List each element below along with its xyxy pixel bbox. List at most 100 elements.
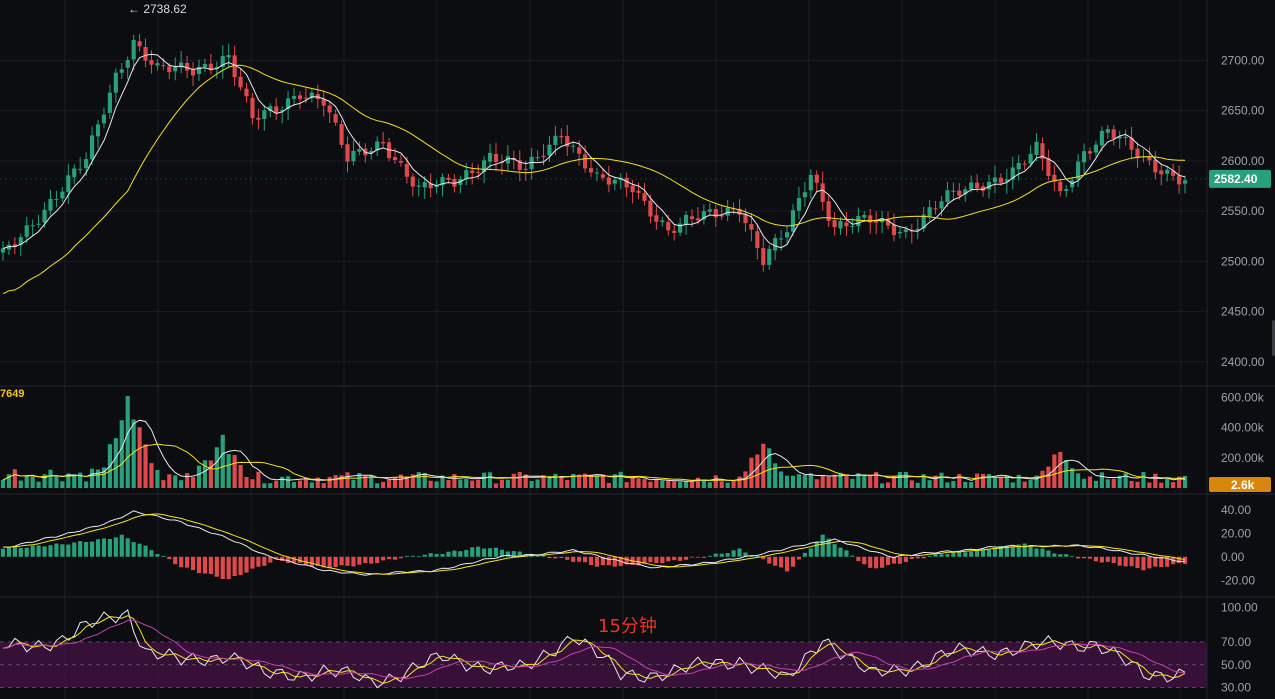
- candle-body: [773, 238, 778, 251]
- macd_axis_ticks-label: 40.00: [1221, 503, 1251, 517]
- candle-body: [66, 175, 71, 193]
- macd-histogram-bar: [1052, 553, 1057, 557]
- candle-body: [648, 200, 653, 217]
- candle-body: [505, 156, 510, 164]
- candle-body: [1177, 175, 1182, 185]
- macd-histogram-bar: [1147, 556, 1152, 569]
- macd-histogram-bar: [1087, 556, 1093, 559]
- candle-body: [268, 106, 273, 112]
- volume-bar: [339, 475, 344, 488]
- macd-histogram-bar: [588, 556, 594, 565]
- volume-bar: [933, 475, 938, 488]
- volume-bar: [268, 483, 273, 488]
- candle-body: [713, 209, 718, 218]
- rsi-line: [2, 609, 1186, 689]
- macd-histogram-bar: [66, 544, 71, 557]
- candle-body: [523, 168, 528, 170]
- candle-body: [642, 193, 647, 201]
- macd-histogram-bar: [452, 550, 457, 557]
- macd-histogram-bar: [1064, 554, 1069, 557]
- macd-histogram-bar: [30, 545, 35, 557]
- ma-fast-line: [2, 53, 1186, 249]
- candle-body: [998, 177, 1003, 183]
- timeframe-label: 15分钟: [598, 616, 657, 637]
- volume-bar: [921, 474, 926, 488]
- macd-histogram-bar: [131, 542, 136, 557]
- candle-body: [487, 152, 493, 162]
- candle-body: [262, 110, 267, 120]
- volume-bar: [1081, 478, 1087, 488]
- candle-body: [1123, 136, 1128, 138]
- candle-body: [119, 69, 124, 73]
- macd-histogram-bar: [654, 556, 659, 564]
- candle-body: [404, 164, 409, 177]
- macd-histogram-bar: [511, 551, 516, 557]
- volume-bar: [850, 478, 855, 488]
- macd-histogram-bar: [832, 544, 837, 557]
- volume-bar: [535, 479, 540, 488]
- candle-body: [48, 198, 53, 211]
- candle-body: [897, 232, 902, 234]
- volume-bar: [404, 476, 409, 488]
- macd-histogram-bar: [333, 556, 338, 568]
- candle-body: [54, 198, 59, 200]
- candle-body: [220, 55, 225, 67]
- volume-bar: [808, 473, 813, 488]
- macd-histogram-bar: [54, 543, 59, 557]
- macd-histogram-bar: [1117, 556, 1122, 566]
- volume-bar: [891, 475, 897, 488]
- volume-bar: [903, 471, 908, 488]
- candle-body: [856, 215, 861, 227]
- candle-body: [208, 63, 213, 71]
- volume-bar: [196, 465, 202, 488]
- macd-histogram-bar: [761, 556, 766, 560]
- price-axis[interactable]: 2700.00 2650.00 2600.00 2550.00 2500.00 2450.…: [1206, 0, 1265, 699]
- macd-panel[interactable]: [0, 510, 1188, 580]
- volume-bar: [173, 475, 178, 488]
- candle-body: [874, 221, 879, 223]
- macd-histogram-bar: [101, 538, 107, 557]
- volume-bar: [440, 475, 445, 488]
- macd-histogram-bar: [351, 556, 356, 567]
- macd-histogram-bar: [422, 554, 427, 557]
- candle-body: [986, 181, 992, 190]
- macd-histogram-bar: [357, 556, 362, 565]
- price-panel[interactable]: [0, 33, 1207, 295]
- macd-histogram-bar: [986, 549, 992, 557]
- macd-histogram-bar: [202, 556, 208, 574]
- candle-body: [1004, 179, 1009, 182]
- volume-bar: [155, 469, 160, 488]
- macd-histogram-bar: [660, 556, 665, 564]
- macd-histogram-bar: [487, 548, 493, 557]
- volume-bar: [1159, 482, 1164, 488]
- volume-bar: [214, 447, 219, 488]
- macd-histogram-bar: [1182, 556, 1188, 564]
- volume-panel[interactable]: [0, 396, 1188, 488]
- macd-histogram-bar: [214, 556, 219, 577]
- macd-histogram-bar: [642, 556, 647, 564]
- volume-ma-fast: [2, 419, 1186, 482]
- price_axis_ticks-label: 2700.00: [1221, 53, 1265, 67]
- candle-body: [1147, 156, 1152, 161]
- macd-histogram-bar: [975, 549, 980, 557]
- volume-bar: [101, 467, 107, 488]
- volume-bar: [951, 480, 956, 488]
- volume-bar: [416, 472, 421, 488]
- macd-histogram-bar: [725, 553, 730, 557]
- candle-body: [392, 156, 398, 161]
- macd-histogram-bar: [42, 546, 47, 557]
- rsi-panel[interactable]: [0, 609, 1207, 689]
- candle-body: [333, 114, 338, 123]
- rsi_axis_ticks-label: 70.00: [1221, 635, 1251, 649]
- axis-scroll-handle[interactable]: [1272, 320, 1275, 356]
- candle-body: [755, 231, 760, 249]
- macd-histogram-bar: [137, 543, 142, 557]
- candle-body: [428, 182, 433, 189]
- candle-body: [796, 198, 802, 211]
- candle-body: [440, 176, 445, 186]
- candle-body: [250, 98, 255, 119]
- macd-histogram-bar: [327, 556, 332, 569]
- price_axis_ticks-label: 2550.00: [1221, 204, 1265, 218]
- candle-body: [291, 95, 297, 99]
- volume-bar: [695, 477, 701, 488]
